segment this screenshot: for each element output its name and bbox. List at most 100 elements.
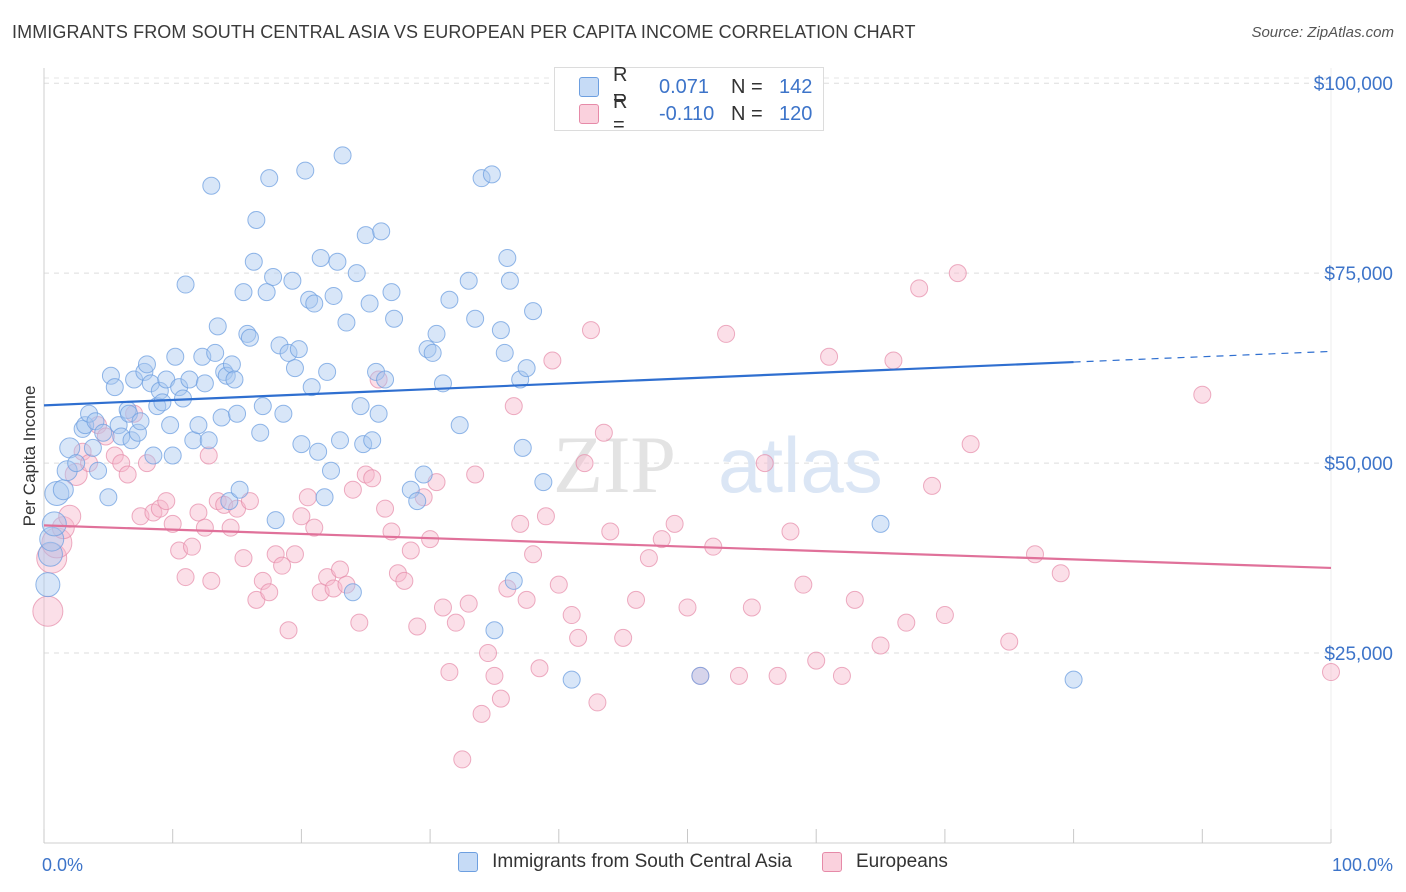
point-europeans [305,518,324,537]
point-south-central-asia [39,526,65,552]
watermark-zip: ZIP [553,419,676,510]
point-south-central-asia [343,583,362,602]
point-europeans [897,613,916,632]
point-south-central-asia [331,431,350,450]
point-europeans [176,568,195,587]
point-europeans [137,454,156,473]
chart-title: IMMIGRANTS FROM SOUTH CENTRAL ASIA VS EU… [12,22,916,42]
point-europeans [279,621,298,640]
legend-swatch-pink [821,852,842,872]
y-tick-label: $100,000 [1314,74,1393,95]
x-tick-label: 0.0% [42,855,83,875]
point-south-central-asia [318,362,337,381]
point-south-central-asia [491,321,510,340]
point-south-central-asia [260,169,279,188]
point-south-central-asia [253,397,272,416]
axes [43,68,1332,844]
point-south-central-asia [369,404,388,423]
point-south-central-asia [131,412,150,431]
point-europeans [498,579,517,598]
watermark: ZIP atlas [553,419,883,510]
point-south-central-asia [376,370,395,389]
point-south-central-asia [315,488,334,507]
point-south-central-asia [135,362,154,381]
point-south-central-asia [347,264,366,283]
point-south-central-asia [176,275,195,294]
point-south-central-asia [305,294,324,313]
point-south-central-asia [328,252,347,271]
point-south-central-asia [41,511,67,537]
point-south-central-asia [83,438,102,457]
point-south-central-asia [482,165,501,184]
point-europeans [871,636,890,655]
point-south-central-asia [498,248,517,267]
point-south-central-asia [309,442,328,461]
point-europeans [832,666,851,685]
point-europeans [150,499,169,518]
point-europeans [363,469,382,488]
point-europeans [163,514,182,533]
point-europeans [511,514,530,533]
point-south-central-asia [112,427,131,446]
point-europeans [575,454,594,473]
point-europeans [459,594,478,613]
point-south-central-asia [109,416,128,435]
point-europeans [1000,632,1019,651]
point-europeans [807,651,826,670]
point-south-central-asia [414,465,433,484]
point-south-central-asia [222,355,241,374]
point-europeans [189,503,208,522]
point-south-central-asia [122,431,141,450]
point-south-central-asia [360,294,379,313]
point-south-central-asia [247,210,266,229]
point-europeans [536,507,555,526]
point-europeans [369,370,388,389]
point-europeans [601,522,620,541]
point-south-central-asia [180,370,199,389]
point-europeans [479,644,498,663]
point-south-central-asia [220,492,239,511]
point-south-central-asia [517,359,536,378]
point-europeans [298,488,317,507]
legend-swatch-pink [579,104,599,124]
y-tick-label: $50,000 [1324,454,1393,475]
point-europeans [350,613,369,632]
point-europeans [569,628,588,647]
point-south-central-asia [228,404,247,423]
point-south-central-asia [440,290,459,309]
legend-item-south-central-asia: Immigrants from South Central Asia [458,851,792,873]
point-europeans [234,549,253,568]
point-south-central-asia [80,404,99,423]
point-europeans [530,659,549,678]
point-south-central-asia [166,347,185,366]
point-europeans [935,606,954,625]
point-europeans [80,454,99,473]
point-south-central-asia [161,416,180,435]
point-europeans [794,575,813,594]
point-south-central-asia [208,317,227,336]
point-south-central-asia [67,454,86,473]
point-south-central-asia [450,416,469,435]
point-europeans [105,446,124,465]
point-south-central-asia [170,378,189,397]
point-south-central-asia [495,343,514,362]
point-south-central-asia [270,336,289,355]
point-south-central-asia [311,248,330,267]
point-south-central-asia [871,514,890,533]
point-europeans [948,264,967,283]
point-south-central-asia [266,511,285,530]
point-europeans [961,435,980,454]
point-europeans [504,397,523,416]
point-south-central-asia [212,408,231,427]
point-south-central-asia [351,397,370,416]
point-south-central-asia [385,309,404,328]
point-europeans [742,598,761,617]
point-europeans [260,583,279,602]
legend-r-label: R = [613,64,628,109]
point-south-central-asia [324,286,343,305]
point-europeans [118,465,137,484]
point-europeans [395,571,414,590]
point-europeans [240,492,259,511]
point-south-central-asia [322,461,341,480]
